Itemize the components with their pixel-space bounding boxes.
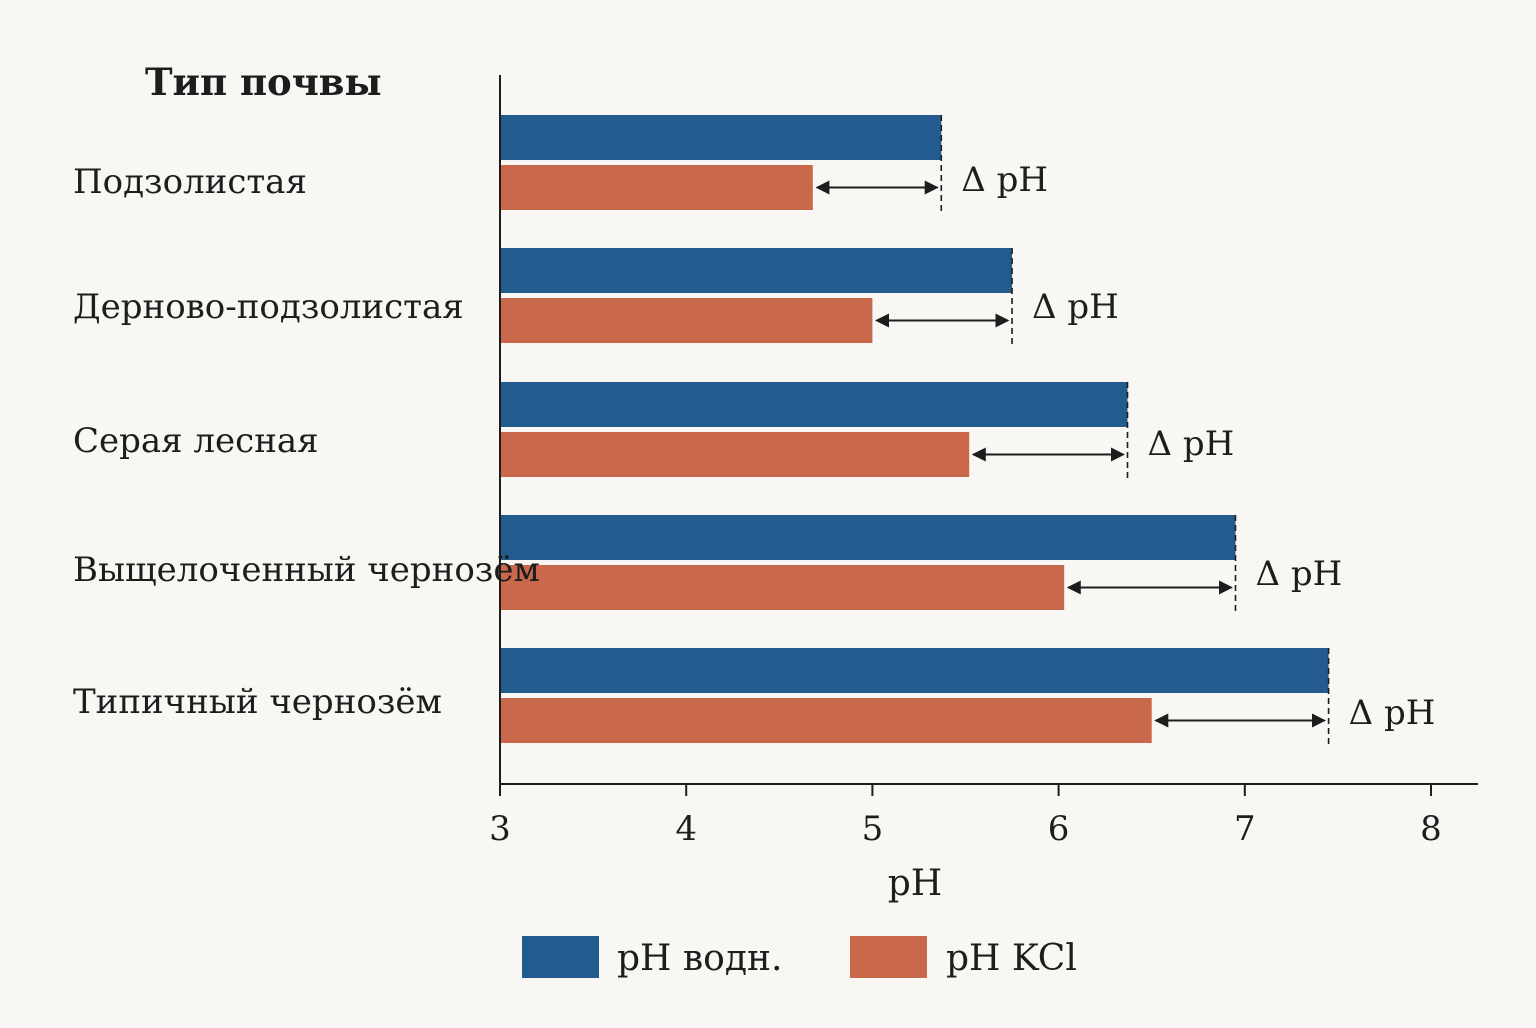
x-axis-title: pH [888, 863, 942, 904]
bar-ph-water [500, 515, 1236, 560]
legend-swatch [522, 936, 599, 978]
legend-label: pH KCl [946, 938, 1077, 979]
x-tick-label: 4 [675, 809, 697, 849]
legend-label: pH водн. [617, 938, 782, 979]
category-label: Типичный чернозём [73, 682, 442, 722]
x-axis-ticks: 3 4 5 6 7 8 [489, 784, 1442, 849]
bar-ph-water [500, 115, 942, 160]
x-tick-label: 7 [1234, 809, 1256, 849]
bar-ph-water [500, 382, 1128, 427]
delta-ph-label: Δ pH [961, 160, 1048, 200]
bar-ph-water [500, 648, 1329, 693]
category-labels: Подзолистая Дерново-подзолистая Серая лесн… [73, 162, 540, 722]
delta-ph-label: Δ pH [1349, 693, 1436, 733]
delta-ph-label: Δ pH [1032, 287, 1119, 327]
category-header: Тип почвы [145, 60, 382, 104]
x-tick-label: 3 [489, 809, 511, 849]
x-tick-label: 6 [1048, 809, 1070, 849]
x-tick-label: 8 [1420, 809, 1442, 849]
category-label: Серая лесная [73, 421, 319, 461]
legend: pH водн. pH KCl [522, 936, 1077, 979]
bars-layer [500, 115, 1329, 743]
bar-ph-water [500, 248, 1013, 293]
bar-ph-kcl [500, 698, 1152, 743]
x-tick-label: 5 [862, 809, 884, 849]
category-label: Подзолистая [73, 162, 307, 202]
bar-ph-kcl [500, 432, 970, 477]
delta-ph-label: Δ pH [1255, 554, 1342, 594]
bar-ph-kcl [500, 565, 1065, 610]
bar-ph-kcl [500, 298, 873, 343]
legend-swatch [850, 936, 927, 978]
category-label: Дерново-подзолистая [73, 287, 464, 327]
delta-annotations: Δ pH Δ pH Δ pH Δ pH Δ pH [815, 115, 1436, 745]
bar-ph-kcl [500, 165, 813, 210]
delta-ph-label: Δ pH [1147, 424, 1234, 464]
category-label: Выщелоченный чернозём [73, 550, 540, 590]
